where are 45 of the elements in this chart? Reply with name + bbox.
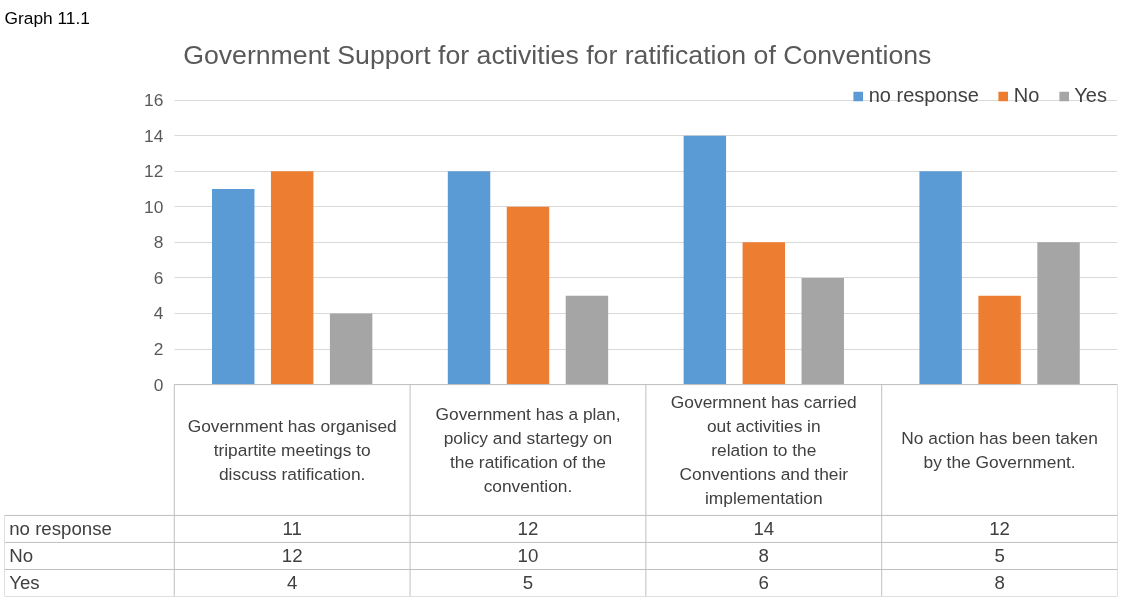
data-label: 5	[994, 545, 1005, 567]
data-label: 12	[517, 518, 539, 540]
data-label: 4	[286, 572, 298, 594]
y-tick-label: 16	[144, 90, 164, 111]
y-tick-label: 0	[153, 374, 164, 395]
data-label: 12	[281, 545, 303, 567]
legend-label: Yes	[1074, 84, 1107, 107]
chart-title: Government Support for activities for ratification of Conventions	[183, 39, 932, 70]
data-label: 14	[753, 518, 775, 540]
bar	[801, 277, 844, 385]
data-label: 11	[282, 518, 302, 540]
x-tick-label: Government has a plan, policy and startegy on the ratification of the convention.	[435, 404, 621, 496]
bar	[683, 135, 727, 385]
y-tick-label: 4	[153, 303, 164, 324]
x-tick-label: No action has been taken by the Government.	[901, 428, 1098, 472]
data-label: 8	[994, 572, 1005, 594]
data-label: 12	[989, 518, 1010, 540]
legend-label: No	[1013, 84, 1040, 107]
bar	[919, 171, 962, 385]
bar	[742, 242, 786, 385]
y-tick-label: 8	[153, 232, 164, 253]
bar	[447, 171, 491, 385]
bar	[978, 295, 1021, 385]
y-tick-label: 10	[144, 196, 164, 217]
text: no response	[9, 518, 112, 540]
y-tick-label: 14	[144, 125, 164, 146]
data-label: 5	[522, 572, 534, 594]
caption: Graph 11.1	[4, 7, 90, 28]
y-tick-label: 2	[153, 339, 164, 360]
data-label: 10	[517, 545, 539, 567]
x-tick-label: Govermnent has carried out activities in relation to the Conventions and their implementation	[670, 392, 857, 508]
text: No	[9, 545, 34, 567]
x-tick-label: Government has organised tripartite meetings to discuss ratification.	[187, 416, 397, 484]
bar	[506, 206, 550, 385]
text: Yes	[9, 572, 40, 594]
bar	[1037, 242, 1080, 385]
bar	[329, 313, 373, 385]
y-tick-label: 6	[153, 267, 164, 288]
bar	[212, 189, 255, 385]
legend-label: no response	[868, 84, 979, 107]
bar	[270, 171, 314, 385]
data-label: 6	[758, 572, 769, 594]
y-tick-label: 12	[144, 161, 164, 182]
bar	[565, 295, 609, 385]
data-label: 8	[758, 545, 769, 567]
